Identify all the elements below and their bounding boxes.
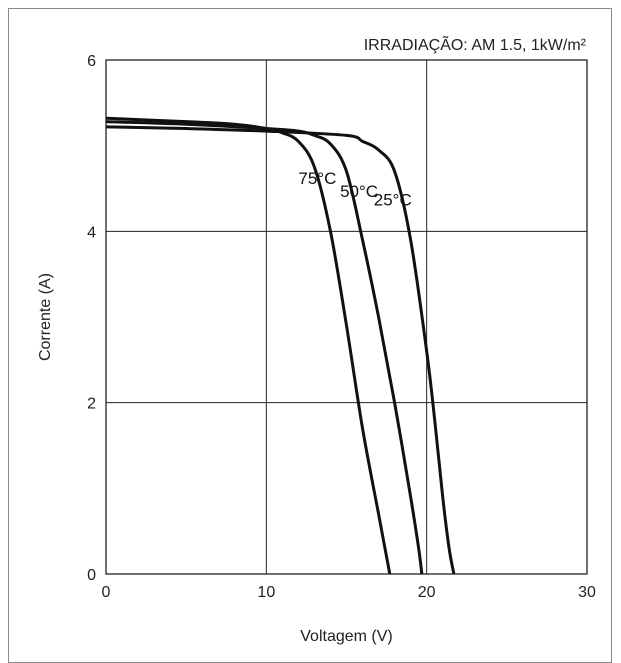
series-label-3: 25°C bbox=[374, 191, 412, 210]
series-line-2 bbox=[105, 120, 424, 575]
y-tick-label: 6 bbox=[87, 53, 96, 70]
series-label-1: 75°C bbox=[298, 169, 336, 188]
series-label-2: 50°C bbox=[340, 182, 378, 201]
y-tick-label: 2 bbox=[87, 396, 96, 413]
chart-title: IRRADIAÇÃO: AM 1.5, 1kW/m² bbox=[364, 34, 587, 54]
x-tick-labels: 0 10 20 30 bbox=[102, 584, 596, 601]
y-axis-label: Corrente (A) bbox=[37, 273, 54, 361]
series-lines bbox=[105, 116, 456, 575]
x-tick-label: 30 bbox=[578, 584, 596, 601]
x-tick-label: 10 bbox=[257, 584, 275, 601]
y-tick-labels: 0 2 4 6 bbox=[87, 53, 96, 584]
y-tick-label: 0 bbox=[87, 567, 96, 584]
y-tick-label: 4 bbox=[87, 224, 96, 241]
plot-area bbox=[105, 59, 588, 575]
x-tick-label: 0 bbox=[102, 584, 111, 601]
series-labels: 75°C50°C25°C bbox=[298, 169, 411, 209]
x-axis-label: Voltagem (V) bbox=[300, 628, 392, 645]
x-tick-label: 20 bbox=[418, 584, 436, 601]
series-line-1 bbox=[105, 116, 392, 575]
grid-lines bbox=[106, 60, 587, 574]
series-line-3 bbox=[105, 125, 456, 575]
